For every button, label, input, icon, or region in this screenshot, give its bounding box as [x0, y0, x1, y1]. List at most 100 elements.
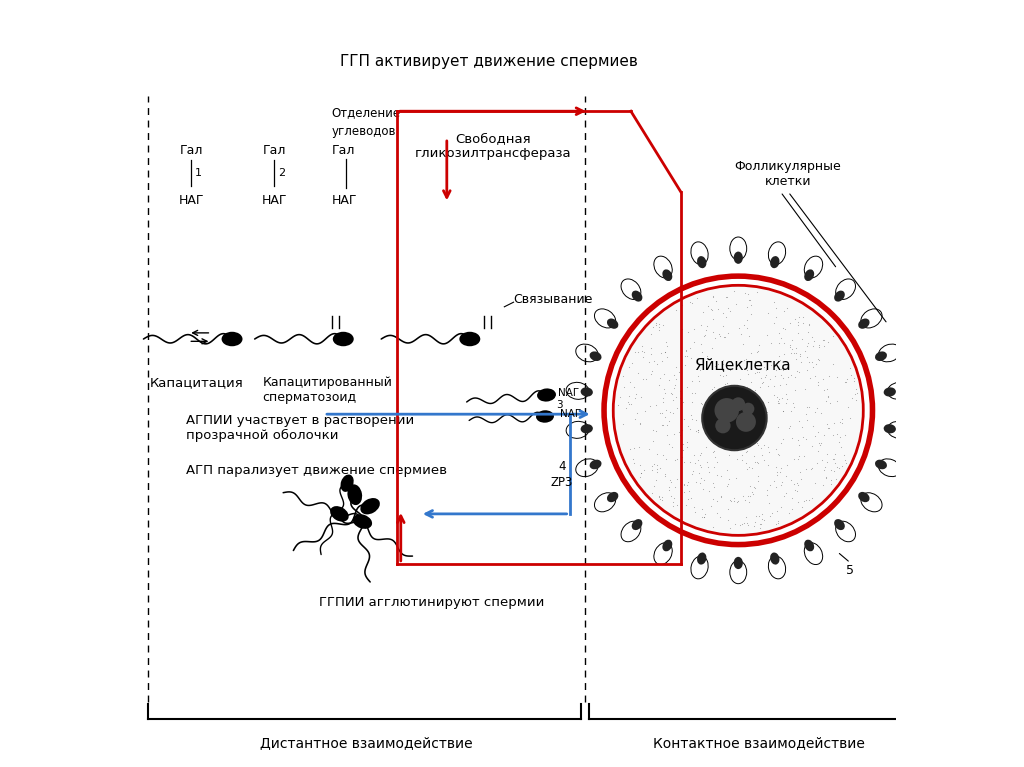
- Point: [775, 405, 792, 417]
- Point: [790, 496, 806, 509]
- Point: [678, 479, 694, 491]
- Point: [807, 430, 823, 442]
- Point: [622, 397, 638, 410]
- Point: [759, 406, 775, 418]
- Point: [680, 420, 696, 433]
- Point: [692, 397, 709, 409]
- Point: [641, 356, 657, 368]
- Point: [766, 358, 782, 370]
- Text: НАГ: НАГ: [178, 194, 204, 207]
- Point: [768, 302, 784, 314]
- Point: [682, 341, 698, 354]
- Point: [656, 383, 673, 395]
- Point: [792, 347, 808, 360]
- Point: [770, 328, 786, 340]
- Point: [699, 461, 716, 473]
- Ellipse shape: [733, 557, 742, 569]
- Point: [691, 375, 708, 387]
- Point: [804, 440, 820, 453]
- Point: [802, 372, 818, 384]
- Point: [752, 391, 768, 403]
- Point: [728, 298, 744, 311]
- Ellipse shape: [770, 256, 779, 268]
- Point: [658, 403, 675, 416]
- Point: [783, 368, 800, 380]
- Point: [734, 390, 751, 402]
- Point: [758, 364, 774, 377]
- Point: [680, 492, 696, 505]
- Point: [766, 475, 782, 487]
- Point: [815, 429, 831, 441]
- Point: [730, 495, 746, 507]
- Point: [695, 511, 712, 523]
- Point: [660, 481, 677, 493]
- Point: [656, 346, 673, 358]
- Ellipse shape: [888, 382, 910, 400]
- Point: [705, 313, 721, 325]
- Point: [782, 341, 799, 354]
- Point: [688, 354, 705, 367]
- Point: [799, 351, 815, 364]
- Point: [683, 413, 699, 425]
- Point: [748, 384, 764, 396]
- Ellipse shape: [768, 556, 785, 579]
- Point: [753, 372, 769, 384]
- Point: [738, 401, 755, 413]
- Point: [795, 317, 811, 329]
- Point: [693, 461, 710, 473]
- Point: [658, 340, 675, 352]
- Point: [648, 399, 665, 411]
- Point: [779, 370, 796, 383]
- Point: [755, 376, 771, 388]
- Point: [699, 456, 716, 469]
- Point: [816, 334, 833, 346]
- Point: [675, 444, 691, 456]
- Point: [660, 438, 677, 450]
- Point: [810, 437, 826, 449]
- Text: 2: 2: [279, 167, 286, 178]
- Point: [782, 473, 799, 486]
- Point: [719, 357, 735, 369]
- Point: [818, 383, 835, 395]
- Point: [828, 395, 845, 407]
- Ellipse shape: [879, 459, 901, 476]
- Circle shape: [715, 418, 730, 433]
- Point: [697, 329, 714, 341]
- Point: [677, 344, 693, 356]
- Ellipse shape: [730, 561, 746, 584]
- Point: [828, 473, 845, 486]
- Point: [836, 449, 852, 462]
- Ellipse shape: [537, 388, 556, 402]
- Point: [821, 422, 838, 434]
- Point: [664, 387, 680, 399]
- Point: [626, 442, 642, 454]
- Point: [816, 384, 833, 397]
- Ellipse shape: [460, 332, 480, 346]
- Point: [654, 419, 671, 431]
- Point: [696, 330, 713, 342]
- Point: [664, 441, 680, 453]
- Point: [821, 370, 838, 382]
- Circle shape: [535, 207, 941, 614]
- Ellipse shape: [590, 351, 601, 361]
- Point: [759, 483, 775, 495]
- Point: [665, 499, 681, 512]
- Ellipse shape: [590, 459, 601, 469]
- Point: [647, 317, 664, 329]
- Ellipse shape: [221, 332, 243, 346]
- Point: [649, 448, 666, 460]
- Point: [749, 456, 765, 468]
- Point: [744, 432, 761, 444]
- Point: [826, 456, 843, 469]
- Point: [666, 368, 682, 380]
- Point: [775, 364, 792, 376]
- Point: [676, 486, 692, 498]
- Point: [666, 492, 682, 505]
- Point: [674, 323, 690, 335]
- Point: [792, 311, 808, 324]
- Point: [812, 436, 828, 449]
- Point: [705, 492, 721, 505]
- Point: [645, 435, 662, 447]
- Point: [786, 371, 803, 384]
- Point: [722, 522, 738, 534]
